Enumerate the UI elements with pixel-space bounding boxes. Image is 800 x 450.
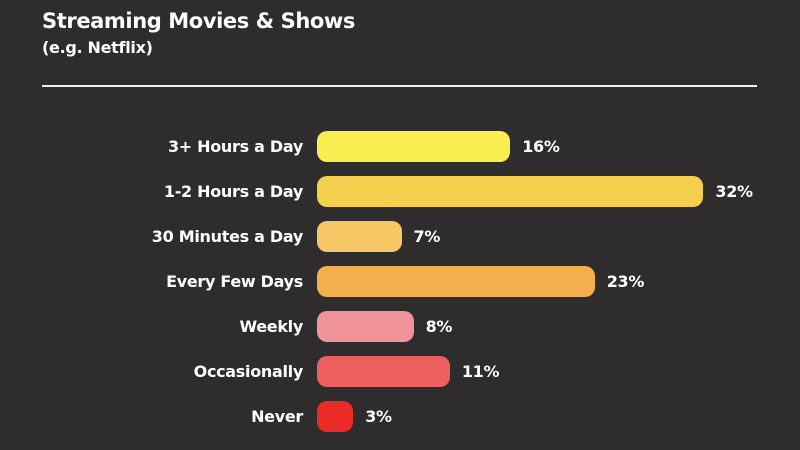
chart-header: Streaming Movies & Shows (e.g. Netflix) — [42, 9, 355, 57]
bar — [317, 401, 354, 432]
bar-value-label: 7% — [413, 227, 441, 246]
bar-value-label: 8% — [425, 317, 453, 336]
bar-track: 7% — [317, 214, 800, 259]
bar — [317, 356, 450, 387]
bar-category-label: 3+ Hours a Day — [167, 137, 303, 156]
bar-track: 11% — [317, 349, 800, 394]
bar-row: 3+ Hours a Day 16% — [0, 124, 800, 169]
bar-row: Weekly 8% — [0, 304, 800, 349]
bar-track: 8% — [317, 304, 800, 349]
bar — [317, 266, 595, 297]
bar-value-label: 11% — [461, 362, 500, 381]
chart-subtitle: (e.g. Netflix) — [42, 38, 153, 58]
bar-row: Never 3% — [0, 394, 800, 439]
bar-chart: 3+ Hours a Day 16% 1-2 Hours a Day 32% 3… — [0, 124, 800, 439]
bar — [317, 221, 402, 252]
bar-value-label: 23% — [606, 272, 645, 291]
header-divider-line — [42, 85, 757, 87]
bar-track: 32% — [317, 169, 800, 214]
bar-track: 16% — [317, 124, 800, 169]
bar-category-label: Every Few Days — [166, 272, 303, 291]
bar-row: Every Few Days 23% — [0, 259, 800, 304]
bar-row: 30 Minutes a Day 7% — [0, 214, 800, 259]
bar-value-label: 32% — [715, 182, 753, 201]
bar — [317, 131, 511, 162]
bar — [317, 176, 704, 207]
bar-category-label: 1-2 Hours a Day — [163, 182, 303, 201]
bar-category-label: Occasionally — [193, 362, 304, 381]
bar-row: Occasionally 11% — [0, 349, 800, 394]
bar-category-label: 30 Minutes a Day — [151, 227, 304, 246]
chart-title: Streaming Movies & Shows — [42, 9, 355, 33]
bar-row: 1-2 Hours a Day 32% — [0, 169, 800, 214]
bar — [317, 311, 414, 342]
bar-value-label: 3% — [365, 407, 392, 426]
bar-track: 3% — [317, 394, 800, 439]
bar-value-label: 16% — [522, 137, 560, 156]
bar-category-label: Never — [251, 407, 303, 426]
bar-track: 23% — [317, 259, 800, 304]
bar-category-label: Weekly — [239, 317, 303, 336]
